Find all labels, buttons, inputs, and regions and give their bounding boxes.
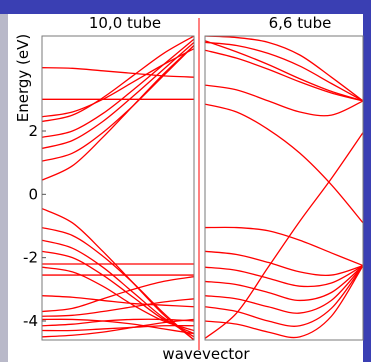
plots-layer	[41, 18, 364, 350]
band-line-1-4	[205, 84, 363, 117]
band-line-0-20	[42, 324, 194, 332]
band-line-0-5	[42, 41, 194, 150]
band-line-1-10	[205, 265, 363, 302]
band-line-1-1	[205, 49, 363, 102]
band-line-1-3	[205, 36, 363, 102]
plot-right	[205, 36, 363, 339]
plot-left	[42, 36, 194, 340]
y-tick-label-3: 2	[28, 122, 38, 140]
band-line-0-1	[42, 67, 194, 78]
band-line-0-6	[42, 45, 194, 162]
chart-title-left: 10,0 tube	[89, 14, 161, 32]
band-line-0-9	[42, 226, 194, 340]
y-tick-label-2: 0	[28, 185, 38, 203]
band-line-0-4	[42, 38, 194, 138]
band-line-0-17	[42, 298, 194, 317]
y-tick-label-0: -4	[23, 312, 38, 330]
band-line-0-19	[42, 318, 194, 327]
band-line-0-16	[42, 295, 194, 308]
band-line-0-18	[42, 318, 194, 335]
band-line-0-21	[42, 318, 194, 338]
band-line-1-5	[205, 103, 363, 224]
band-line-1-6	[205, 132, 363, 339]
plot-frame-0	[41, 35, 195, 341]
band-line-0-7	[42, 45, 194, 181]
plot-panel	[8, 14, 363, 362]
band-line-1-7	[205, 226, 363, 267]
band-line-1-13	[205, 265, 363, 339]
band-line-0-8	[42, 207, 194, 340]
band-line-1-9	[205, 265, 363, 288]
x-axis-label: wavevector	[162, 345, 250, 362]
y-tick-label-1: -2	[23, 249, 38, 267]
band-line-1-12	[205, 265, 363, 327]
band-line-0-15	[42, 276, 194, 313]
plot-frame-1	[204, 35, 364, 341]
text-layer: 10,0 tube 6,6 tube Energy (eV) wavevecto…	[14, 14, 331, 362]
band-line-0-3	[42, 36, 194, 123]
left-margin-bar	[0, 14, 8, 362]
chart-title-right: 6,6 tube	[269, 14, 332, 32]
top-strip	[0, 0, 371, 14]
band-line-1-0	[205, 40, 363, 102]
band-line-1-2	[205, 41, 363, 102]
band-line-0-11	[42, 250, 194, 335]
band-line-1-8	[205, 250, 363, 276]
band-line-1-11	[205, 265, 363, 314]
y-axis-label: Energy (eV)	[14, 34, 32, 122]
